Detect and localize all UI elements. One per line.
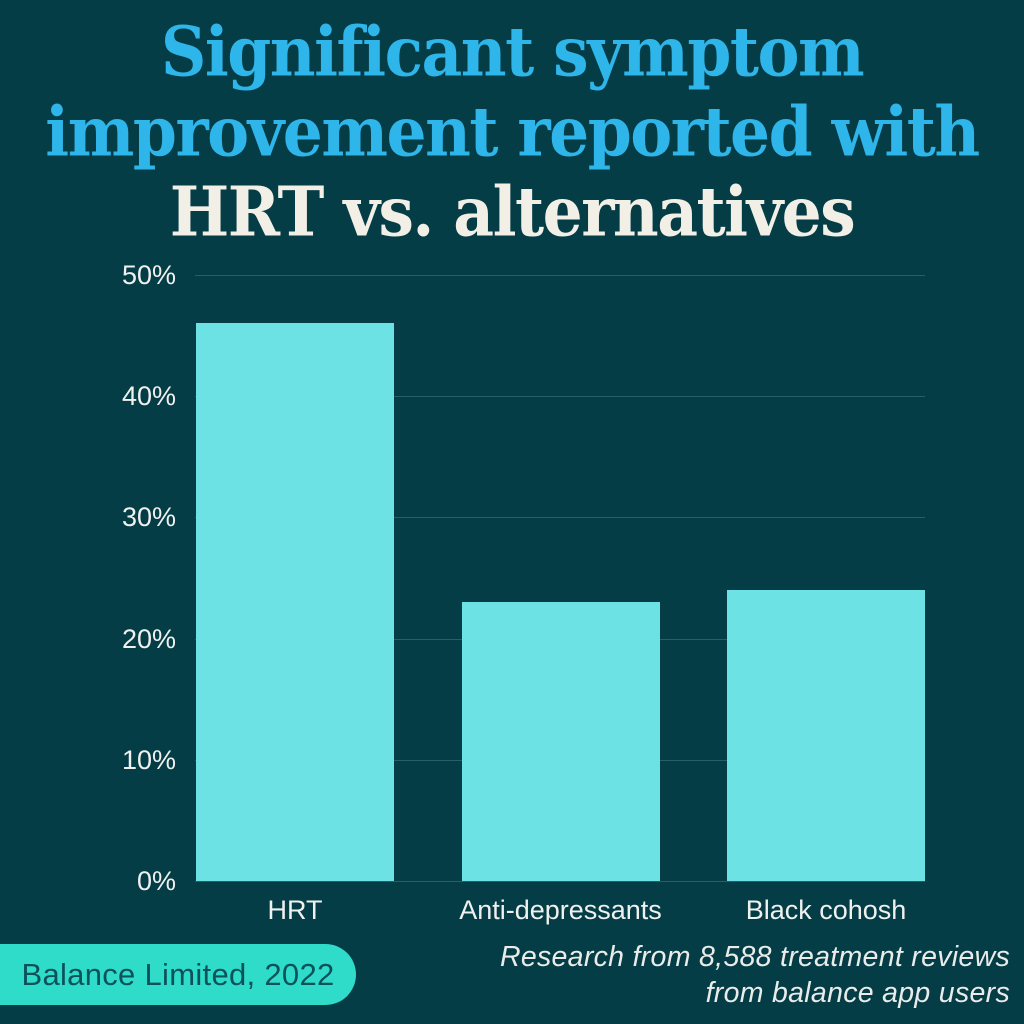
title-line-2: improvement reported with	[45, 91, 980, 172]
gridline-40-	[195, 396, 925, 398]
bar-anti-depressants	[461, 602, 660, 881]
category-label-black-cohosh: Black cohosh	[745, 895, 907, 925]
y-tick-40-: 40%	[121, 381, 176, 412]
title-line-1: Significant symptom	[160, 12, 865, 92]
y-tick-0-: 0%	[136, 866, 176, 896]
chart-title: Significant symptom improvement reported…	[0, 12, 1024, 252]
gridline-50-	[195, 275, 925, 276]
bar-hrt	[196, 323, 394, 881]
y-tick-50-: 50%	[121, 260, 176, 290]
gridline-0-	[195, 881, 925, 882]
y-tick-20-: 20%	[121, 623, 176, 654]
source-badge: Balance Limited, 2022	[0, 944, 356, 1005]
source-note-line-1: Research from 8,588 treatment reviews	[499, 941, 1010, 973]
category-label-anti-depressants: Anti-depressants	[459, 895, 662, 925]
source-note: Research from 8,588 treatment reviews fr…	[500, 939, 1010, 1011]
bar-chart: 50% 40% 30% 20% 10% 0% HRT Anti-depressants Bla…	[0, 260, 1024, 925]
y-tick-30-: 30%	[121, 502, 176, 533]
source-note-line-2: from balance app users	[705, 977, 1010, 1009]
gridline-30-	[195, 517, 925, 519]
category-label-hrt: HRT	[267, 895, 323, 925]
y-tick-10-: 10%	[121, 744, 176, 775]
bar-black-cohosh	[727, 590, 925, 881]
badge-label: Balance Limited, 2022	[21, 956, 335, 992]
title-line-3: HRT vs. alternatives	[169, 171, 856, 252]
